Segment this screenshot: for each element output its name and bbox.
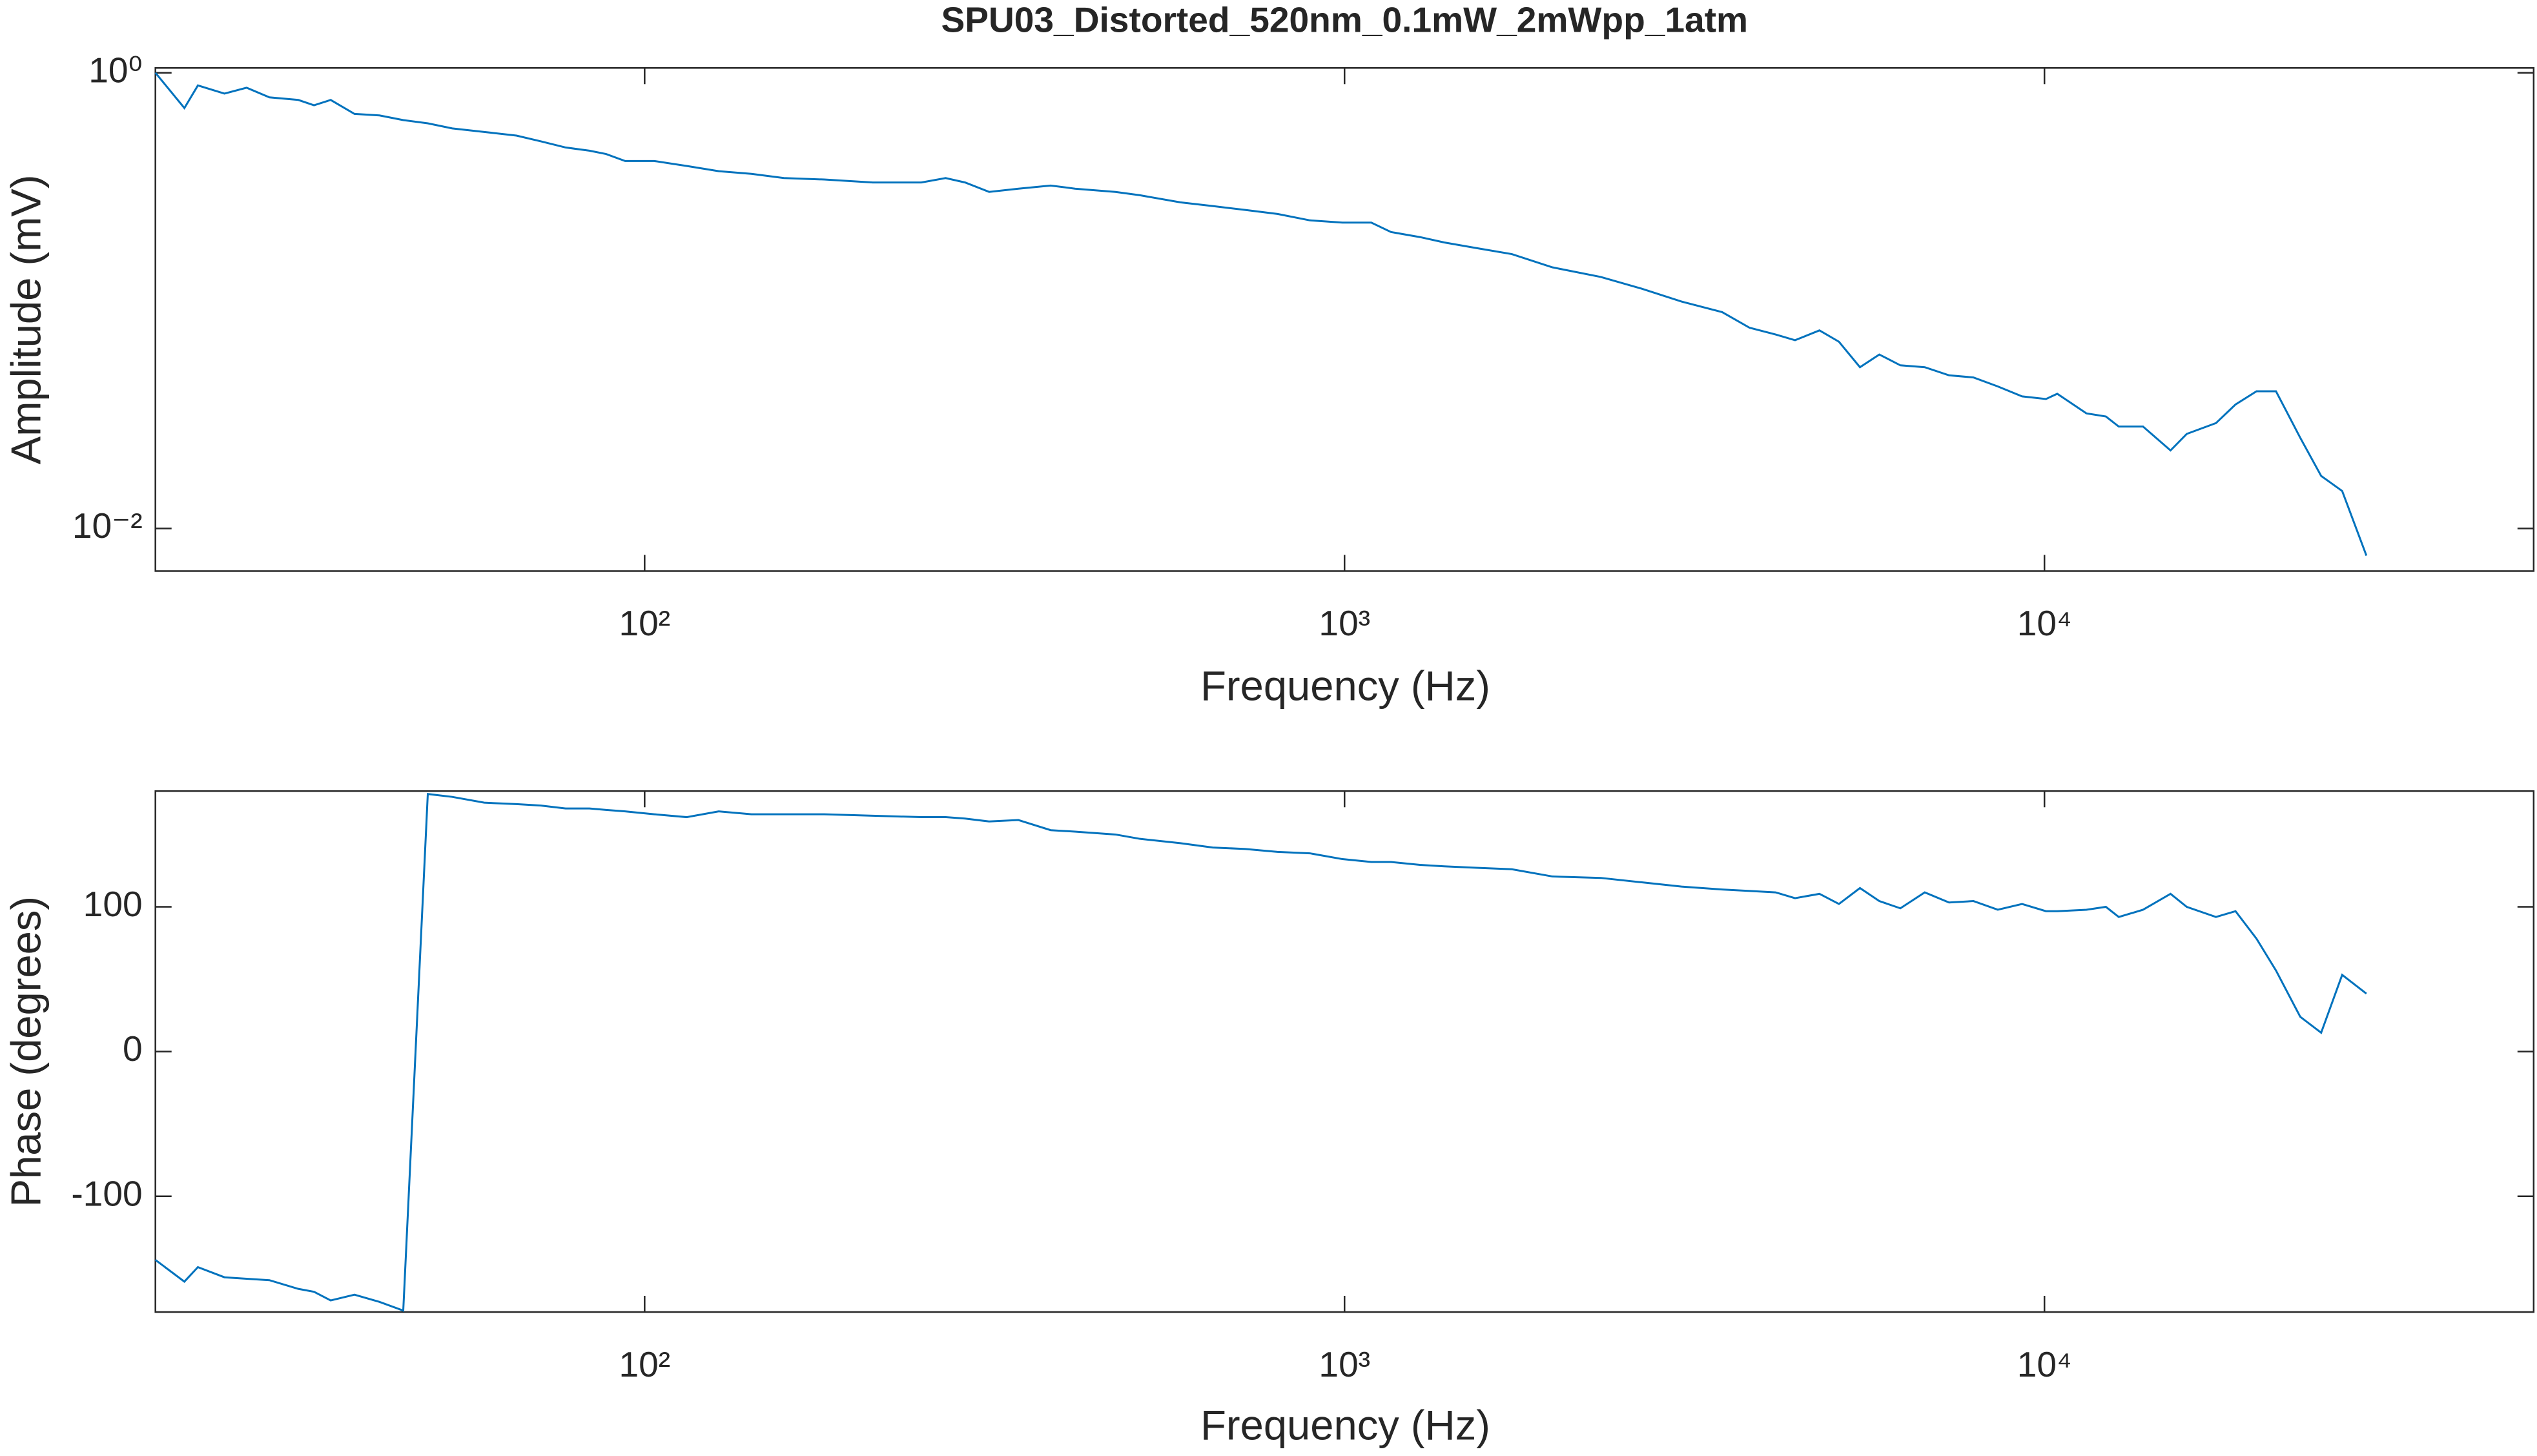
y-tick-label: 10⁰: [88, 50, 142, 90]
y-axis-label: Phase (degrees): [2, 896, 49, 1207]
plot-area: [154, 67, 2535, 572]
y-axis-label: Amplitude (mV): [2, 174, 49, 464]
x-tick-label: 10³: [1319, 603, 1370, 643]
data-line: [154, 793, 2367, 1312]
x-axis-label: Frequency (Hz): [1200, 662, 1490, 710]
plot-area: [154, 790, 2535, 1313]
x-tick-label: 10⁴: [2017, 1344, 2072, 1384]
x-tick-label: 10⁴: [2017, 603, 2072, 643]
data-line: [154, 72, 2368, 557]
x-tick-label: 10³: [1319, 1344, 1370, 1384]
x-axis-label: Frequency (Hz): [1200, 1402, 1490, 1449]
x-tick-label: 10²: [619, 603, 670, 643]
chart-title: SPU03_Distorted_520nm_0.1mW_2mWpp_1atm: [941, 0, 1748, 40]
y-tick-label: 10⁻²: [72, 506, 143, 546]
y-tick-label: -100: [71, 1173, 142, 1213]
x-tick-label: 10²: [619, 1344, 670, 1384]
y-tick-label: 100: [83, 884, 143, 924]
y-tick-label: 0: [123, 1029, 143, 1069]
